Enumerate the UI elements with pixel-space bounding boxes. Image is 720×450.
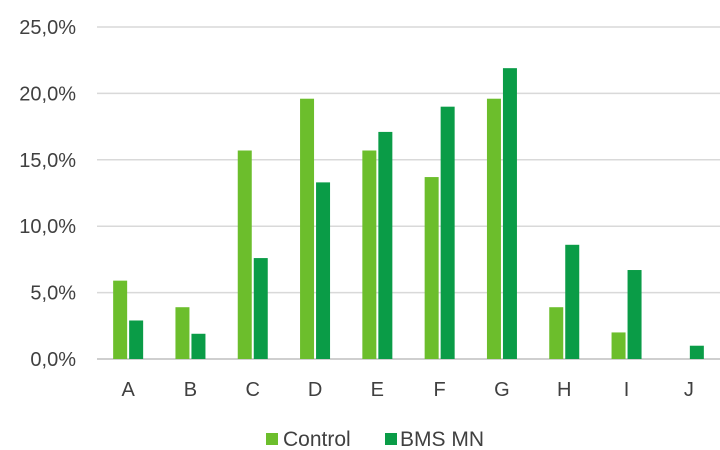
bar-bms-mn [502,68,517,359]
bar-control [175,307,190,359]
y-tick-label: 25,0% [19,17,76,39]
bar-control [237,150,252,359]
x-tick-label: C [246,379,260,401]
bar-bms-mn [253,258,268,359]
bar-control [549,307,564,359]
bar-bms-mn [191,333,206,359]
bar-control [300,98,315,359]
bar-bms-mn [378,131,393,359]
bar-bms-mn [627,270,642,359]
x-tick-label: D [308,379,322,401]
x-tick-label: A [121,379,135,401]
x-tick-label: B [184,379,197,401]
x-tick-label: G [494,379,510,401]
bar-bms-mn [440,106,455,360]
bar-bms-mn [129,320,144,359]
x-tick-label: J [684,379,694,401]
bar-bms-mn [565,244,580,359]
bar-control [611,332,626,359]
legend-swatch [385,433,397,445]
x-tick-label: F [434,379,446,401]
y-tick-label: 10,0% [19,216,76,238]
y-tick-label: 15,0% [19,150,76,172]
legend-swatch [266,433,278,445]
bar-bms-mn [316,182,331,359]
bar-control [424,177,439,359]
bar-control [486,98,501,359]
x-tick-label: I [624,379,630,401]
x-tick-label: E [371,379,384,401]
bar-control [362,150,377,359]
legend-label: Control [283,428,351,450]
x-tick-label: H [557,379,571,401]
legend-label: BMS MN [400,428,484,450]
bar-control [113,280,128,359]
bar-bms-mn [689,345,704,359]
y-tick-label: 5,0% [30,283,76,305]
y-tick-label: 20,0% [19,83,76,105]
y-tick-label: 0,0% [30,349,76,371]
